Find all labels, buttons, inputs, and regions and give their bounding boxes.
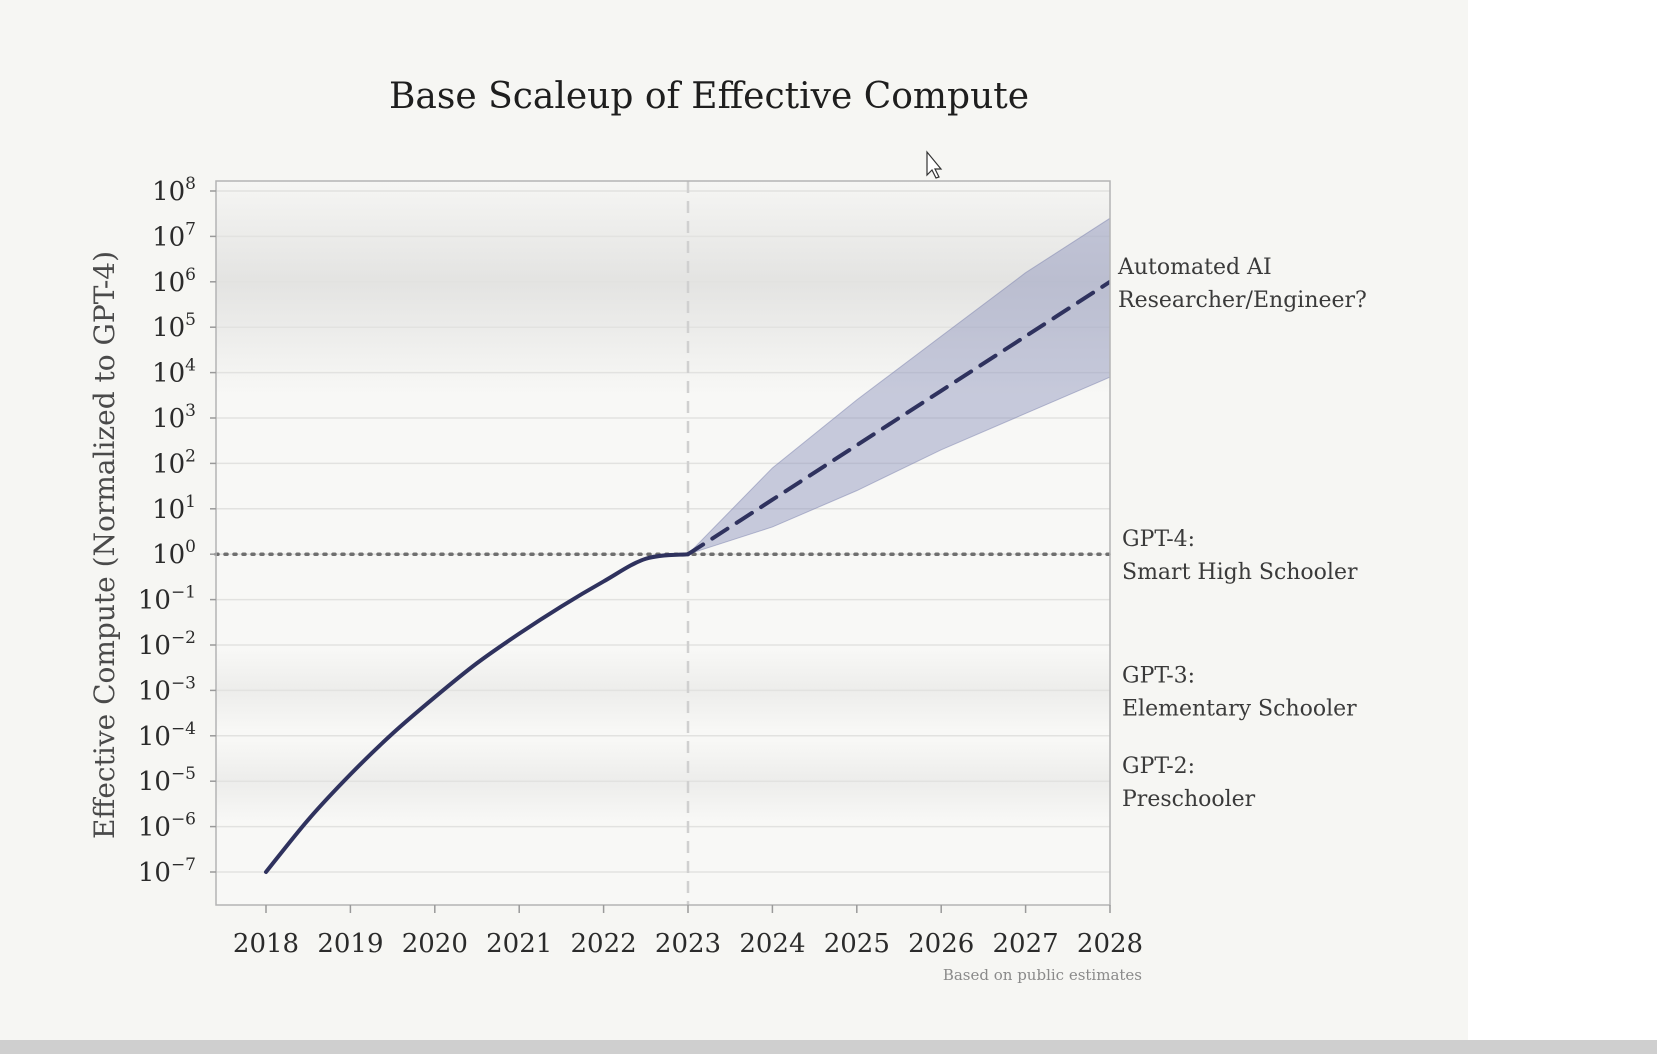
annotation-label: GPT-2: xyxy=(1122,754,1195,779)
y-tick-label: 107 xyxy=(152,219,196,252)
annotation-label: Preschooler xyxy=(1122,787,1256,812)
x-tick-label: 2020 xyxy=(402,929,468,959)
reference-lines xyxy=(214,181,1112,905)
historical-line xyxy=(264,552,690,874)
x-tick-label: 2022 xyxy=(571,929,637,959)
y-tick-label: 100 xyxy=(152,537,196,570)
annotation-label: Automated AI xyxy=(1117,255,1272,280)
y-tick-label: 105 xyxy=(152,310,196,343)
uncertainty-band-group xyxy=(687,217,1110,555)
y-tick-label: 101 xyxy=(152,492,196,525)
x-tick-label: 2023 xyxy=(655,929,721,959)
x-tick-label: 2027 xyxy=(993,929,1059,959)
y-axis-label: Effective Compute (Normalized to GPT-4) xyxy=(88,251,121,839)
x-axis-ticks: 2018 2019 2020 2021 2022 2023 2024 2025 2026 2027… xyxy=(233,905,1143,959)
x-tick-label: 2024 xyxy=(739,929,805,959)
annotation-label: GPT-3: xyxy=(1122,663,1195,688)
plot-frame xyxy=(215,180,1111,906)
gridlines xyxy=(216,190,1110,873)
annotation-label: Researcher/Engineer? xyxy=(1118,288,1367,313)
projection-line xyxy=(686,279,1110,557)
x-tick-label: 2026 xyxy=(908,929,974,959)
y-tick-label: 10−3 xyxy=(138,673,196,706)
y-tick-label: 104 xyxy=(152,356,196,389)
x-tick-label: 2025 xyxy=(824,929,890,959)
annotations: Automated AI Researcher/Engineer? GPT-4: Sm… xyxy=(1117,255,1367,812)
mouse-cursor-icon xyxy=(926,150,943,179)
uncertainty-band xyxy=(687,217,1110,555)
x-tick-label: 2018 xyxy=(233,929,299,959)
y-tick-label: 102 xyxy=(152,446,196,479)
y-tick-label: 10−7 xyxy=(138,855,196,888)
annotation-label: Elementary Schooler xyxy=(1122,696,1357,721)
annotation-label: Smart High Schooler xyxy=(1122,560,1358,585)
annotation-label: GPT-4: xyxy=(1122,527,1195,552)
chart-title: Base Scaleup of Effective Compute xyxy=(389,76,1029,117)
x-tick-label: 2021 xyxy=(486,929,552,959)
y-tick-label: 10−5 xyxy=(138,764,196,797)
right-blank-area xyxy=(1468,0,1657,1040)
y-tick-label: 10−1 xyxy=(138,583,196,616)
y-tick-label: 10−4 xyxy=(138,719,196,752)
source-note: Based on public estimates xyxy=(943,966,1142,984)
y-tick-label: 103 xyxy=(152,401,196,434)
chart: Base Scaleup of Effective Compute 108 107… xyxy=(88,76,1367,984)
x-tick-label: 2028 xyxy=(1077,929,1143,959)
shaded-band xyxy=(216,181,1110,396)
x-tick-label: 2019 xyxy=(317,929,383,959)
y-tick-label: 10−6 xyxy=(138,810,196,843)
bottom-bar xyxy=(0,1040,1657,1054)
y-tick-label: 10−2 xyxy=(138,628,196,661)
y-axis-ticks: 108 107 106 105 104 103 102 101 100 10−1 10−2 10−3 1… xyxy=(138,174,216,888)
series-lines xyxy=(264,279,1110,874)
y-tick-label: 108 xyxy=(152,174,196,207)
y-tick-label: 106 xyxy=(152,265,196,298)
